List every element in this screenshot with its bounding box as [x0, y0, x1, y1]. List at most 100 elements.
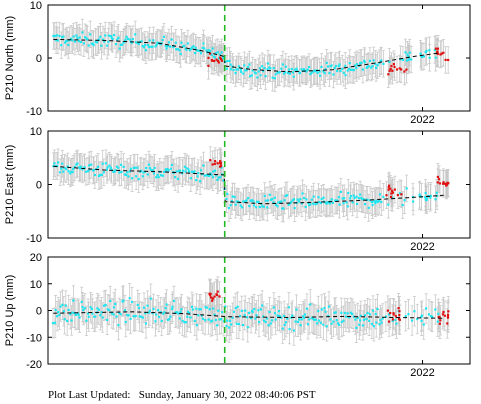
data-point — [248, 63, 251, 66]
data-point — [204, 319, 207, 322]
data-point — [105, 168, 108, 171]
data-point — [174, 311, 177, 314]
data-point — [276, 205, 279, 208]
data-point — [349, 197, 352, 200]
data-point — [193, 51, 197, 55]
data-point — [152, 307, 155, 310]
data-point — [381, 317, 384, 320]
data-point — [60, 44, 63, 47]
data-point — [369, 199, 372, 202]
data-point — [429, 196, 432, 199]
data-point — [170, 307, 174, 311]
data-point — [67, 170, 70, 173]
data-point — [226, 59, 229, 63]
data-point — [347, 191, 350, 195]
data-point — [187, 168, 190, 171]
data-point — [301, 192, 304, 195]
data-point — [63, 166, 66, 170]
recent-point — [389, 187, 392, 190]
data-point — [306, 68, 309, 71]
data-point — [329, 318, 332, 321]
data-point — [422, 55, 426, 58]
data-point — [195, 324, 198, 327]
data-point — [164, 306, 167, 310]
data-point — [302, 196, 306, 200]
data-point — [228, 59, 231, 63]
data-point — [53, 321, 57, 324]
data-point — [180, 308, 183, 311]
data-point — [252, 204, 256, 207]
data-point — [391, 319, 394, 323]
data-point — [292, 198, 296, 201]
data-point — [149, 297, 152, 300]
data-point — [181, 319, 184, 323]
data-point — [161, 38, 164, 42]
recent-point — [392, 313, 395, 316]
data-point — [174, 41, 177, 44]
data-point — [323, 72, 326, 75]
data-point — [94, 315, 97, 318]
data-point — [81, 168, 84, 171]
data-point — [236, 68, 240, 71]
recent-point — [443, 314, 446, 317]
data-point — [235, 322, 238, 325]
data-point — [169, 167, 172, 170]
data-point — [361, 68, 364, 71]
data-point — [217, 309, 220, 312]
data-point — [195, 307, 198, 310]
data-point — [318, 74, 322, 77]
data-point — [227, 206, 230, 210]
data-point — [112, 313, 115, 316]
data-point — [220, 318, 223, 321]
data-point — [424, 191, 427, 195]
data-point — [262, 319, 266, 322]
data-point — [384, 315, 387, 318]
recent-point — [398, 310, 401, 313]
data-point — [86, 38, 89, 41]
data-point — [211, 176, 214, 179]
data-point — [293, 68, 296, 71]
data-point — [293, 206, 296, 210]
recent-point — [387, 188, 390, 191]
data-point — [210, 53, 213, 56]
data-point — [153, 166, 156, 170]
data-point — [135, 175, 138, 178]
data-point — [130, 300, 134, 304]
data-point — [114, 43, 118, 46]
data-point — [298, 318, 301, 321]
data-point — [155, 176, 158, 179]
recent-point — [444, 182, 447, 185]
recent-point — [387, 186, 390, 189]
data-point — [355, 326, 358, 329]
data-point — [238, 314, 242, 318]
data-point — [250, 74, 253, 77]
data-point — [261, 304, 264, 307]
data-point — [257, 320, 261, 324]
data-point — [195, 178, 198, 182]
data-point — [214, 174, 218, 177]
data-point — [376, 64, 379, 67]
data-point — [322, 70, 325, 73]
data-point — [53, 162, 56, 165]
recent-point — [389, 67, 392, 71]
data-point — [197, 314, 200, 317]
data-point — [243, 69, 247, 72]
data-point — [428, 56, 431, 59]
data-point — [382, 195, 385, 198]
recent-point — [386, 309, 389, 312]
data-point — [359, 62, 362, 65]
data-point — [216, 51, 219, 54]
data-point — [213, 169, 217, 172]
data-point — [379, 318, 382, 322]
data-point — [297, 200, 300, 203]
data-point — [427, 313, 431, 316]
y-tick-label: -10 — [26, 106, 42, 118]
recent-point — [208, 292, 211, 295]
data-point — [401, 58, 405, 61]
data-point — [263, 194, 266, 198]
data-point — [143, 43, 147, 46]
data-point — [376, 307, 379, 311]
data-point — [338, 203, 341, 206]
data-point — [341, 67, 344, 70]
